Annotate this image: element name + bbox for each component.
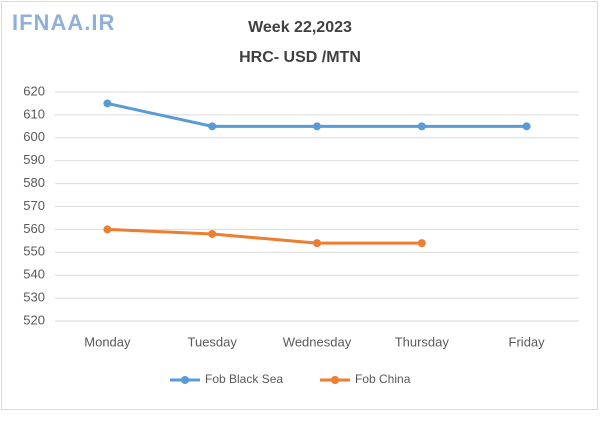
- y-tick-label: 520: [23, 312, 45, 327]
- y-tick-label: 530: [23, 290, 45, 305]
- y-tick-label: 550: [23, 244, 45, 259]
- legend-label: Fob Black Sea: [205, 372, 283, 386]
- y-tick-label: 580: [23, 175, 45, 190]
- series-marker: [522, 122, 531, 131]
- chart-title: Week 22,2023: [248, 19, 352, 36]
- x-tick-label: Monday: [84, 334, 131, 349]
- y-tick-label: 620: [23, 83, 45, 98]
- series-marker: [417, 122, 426, 131]
- series-marker: [313, 122, 321, 131]
- series-marker: [103, 225, 112, 234]
- series-marker: [103, 99, 112, 108]
- y-tick-label: 570: [23, 198, 45, 213]
- series-marker: [208, 229, 217, 238]
- legend-label: Fob China: [355, 372, 411, 386]
- x-tick-label: Wednesday: [283, 334, 352, 349]
- y-tick-label: 590: [23, 152, 45, 167]
- x-tick-label: Friday: [509, 334, 546, 349]
- series-marker: [313, 239, 321, 248]
- legend-marker: [181, 376, 189, 384]
- series-marker: [208, 122, 217, 131]
- x-tick-label: Tuesday: [188, 334, 238, 349]
- y-tick-label: 560: [23, 221, 45, 236]
- y-tick-label: 600: [23, 129, 45, 144]
- x-tick-label: Thursday: [395, 334, 450, 349]
- series-line: [105, 227, 424, 245]
- y-tick-label: 540: [23, 267, 45, 282]
- watermark: IFNAA.IR: [12, 10, 115, 35]
- y-tick-label: 610: [23, 106, 45, 121]
- chart-border: [1, 1, 598, 410]
- series-marker: [417, 239, 426, 248]
- chart-subtitle: HRC- USD /MTN: [239, 49, 361, 66]
- legend-marker: [331, 376, 339, 384]
